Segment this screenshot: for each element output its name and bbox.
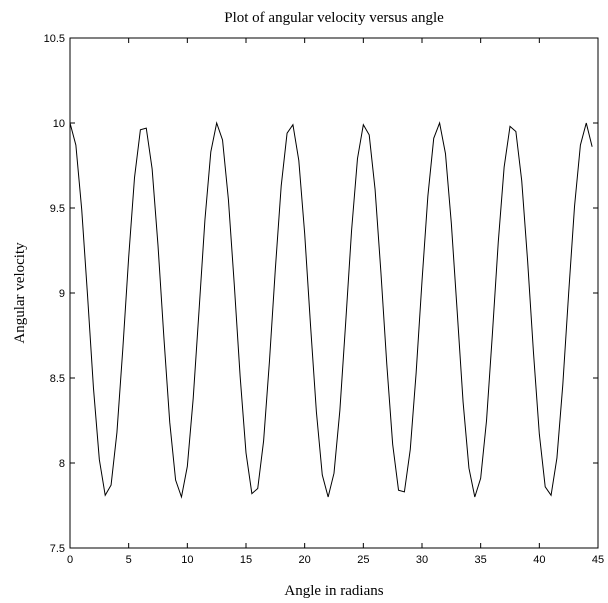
x-tick-label: 35 [475,554,487,566]
x-tick-label: 20 [299,554,311,566]
chart-title: Plot of angular velocity versus angle [224,10,444,26]
y-tick-label: 9.5 [50,203,65,215]
y-tick-label: 9 [59,288,65,300]
x-tick-label: 25 [357,554,369,566]
x-tick-label: 15 [240,554,252,566]
y-tick-label: 10.5 [44,33,65,45]
x-tick-label: 0 [67,554,73,566]
x-tick-label: 5 [126,554,132,566]
y-tick-label: 7.5 [50,543,65,555]
x-tick-label: 40 [533,554,545,566]
y-axis-label: Angular velocity [12,242,28,344]
y-tick-label: 10 [53,118,65,130]
x-tick-label: 45 [592,554,604,566]
x-tick-label: 10 [181,554,193,566]
x-tick-label: 30 [416,554,428,566]
y-tick-label: 8 [59,458,65,470]
data-line [69,121,593,499]
y-tick-label: 8.5 [50,373,65,385]
x-axis-label: Angle in radians [284,583,383,599]
